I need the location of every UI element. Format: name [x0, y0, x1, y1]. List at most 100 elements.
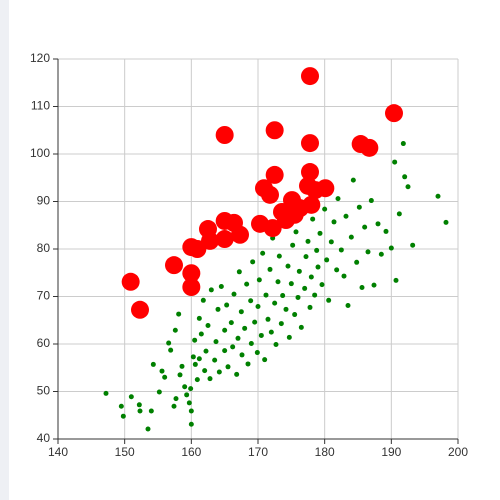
x-tick-label: 160	[181, 445, 201, 459]
point	[202, 368, 208, 374]
point	[188, 386, 194, 392]
point	[360, 138, 379, 157]
point	[296, 268, 302, 274]
point	[262, 357, 268, 363]
point	[345, 303, 351, 309]
point	[201, 231, 219, 250]
point	[402, 174, 408, 180]
point	[182, 264, 201, 283]
point	[319, 282, 325, 288]
point	[172, 327, 178, 333]
point	[162, 374, 168, 380]
point	[265, 121, 284, 140]
point	[230, 344, 236, 350]
point	[205, 322, 211, 328]
point	[343, 213, 349, 219]
point	[308, 274, 314, 280]
point	[288, 281, 294, 287]
point	[120, 413, 126, 419]
point	[145, 426, 151, 432]
point	[285, 263, 291, 269]
point	[228, 320, 234, 326]
point	[324, 257, 330, 263]
point	[378, 251, 384, 257]
point	[215, 306, 221, 312]
point	[186, 400, 192, 406]
point	[365, 249, 371, 255]
point	[248, 298, 254, 304]
point	[385, 104, 403, 123]
point	[383, 228, 389, 234]
point	[200, 297, 206, 303]
point	[392, 159, 398, 165]
side-strip	[0, 0, 9, 500]
x-tick-label: 200	[448, 445, 468, 459]
point	[316, 179, 335, 198]
point	[256, 277, 262, 283]
point	[263, 292, 269, 298]
point	[188, 408, 194, 414]
point	[136, 402, 142, 408]
point	[215, 230, 234, 249]
y-tick-label: 60	[37, 336, 51, 350]
point	[166, 340, 172, 346]
y-tick-label: 100	[30, 146, 50, 160]
point	[239, 352, 245, 358]
point	[435, 193, 441, 199]
point	[443, 219, 449, 225]
point	[242, 325, 248, 331]
point	[317, 230, 323, 236]
point	[301, 163, 319, 182]
point	[334, 267, 340, 273]
point	[301, 67, 319, 86]
point	[310, 216, 316, 222]
point	[396, 211, 402, 217]
point	[238, 309, 244, 315]
point	[322, 206, 328, 212]
x-tick-label: 190	[381, 445, 401, 459]
point	[348, 234, 354, 240]
point	[371, 282, 377, 288]
point	[268, 329, 274, 335]
point	[331, 219, 337, 225]
point	[302, 195, 321, 214]
point	[176, 311, 182, 317]
point	[298, 324, 304, 330]
point	[213, 339, 219, 345]
x-tick-label: 170	[248, 445, 268, 459]
point	[338, 247, 344, 253]
point	[341, 273, 347, 279]
point	[307, 304, 313, 310]
point	[165, 256, 183, 275]
point	[192, 361, 198, 367]
point	[212, 357, 218, 363]
point	[121, 272, 140, 291]
point	[207, 376, 213, 382]
point	[222, 348, 228, 354]
point	[215, 126, 234, 144]
point	[295, 294, 301, 300]
point	[159, 368, 165, 374]
point	[244, 281, 250, 287]
x-tick-label: 180	[315, 445, 335, 459]
point	[362, 224, 368, 230]
point	[168, 347, 174, 353]
y-tick-label: 50	[37, 384, 51, 398]
point	[190, 354, 196, 360]
point	[137, 408, 143, 414]
point	[252, 319, 258, 325]
point	[222, 327, 228, 333]
point	[314, 247, 320, 253]
point	[224, 302, 230, 308]
point	[254, 350, 260, 356]
point	[235, 335, 241, 341]
point	[260, 250, 266, 256]
point	[177, 372, 183, 378]
point	[179, 363, 185, 369]
point	[103, 390, 109, 396]
point	[335, 196, 341, 202]
point	[261, 185, 279, 204]
point	[280, 293, 286, 299]
point	[265, 165, 284, 184]
point	[245, 361, 251, 367]
